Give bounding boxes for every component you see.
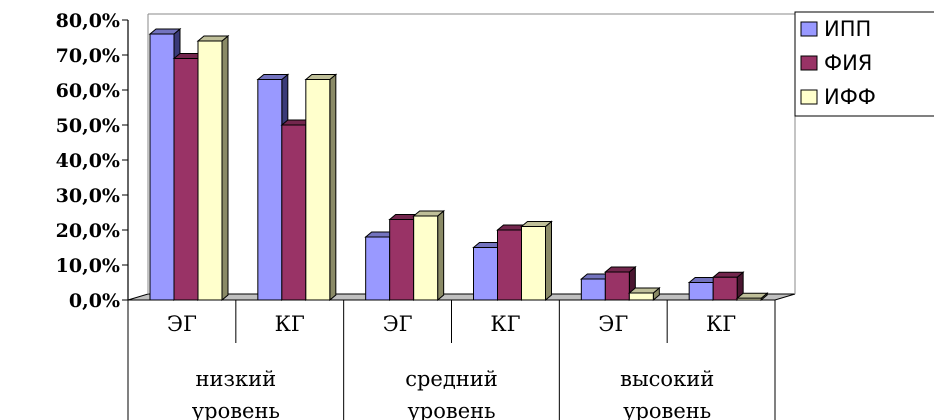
group-label: низкий уровень bbox=[192, 367, 280, 420]
legend: ИПП ФИЯ ИФФ bbox=[794, 11, 934, 117]
y-tick-label: 20,0% bbox=[56, 220, 120, 242]
x-tick-label: КГ bbox=[490, 312, 520, 336]
bar-ИФФ-4 bbox=[627, 286, 661, 302]
legend-label: ИФФ bbox=[824, 85, 876, 109]
y-tick-label: 80,0% bbox=[56, 10, 120, 32]
bar-ИФФ-1 bbox=[304, 73, 338, 302]
x-tick-label: КГ bbox=[706, 312, 736, 336]
legend-label: ИПП bbox=[824, 17, 871, 41]
x-tick-label: ЭГ bbox=[598, 312, 628, 336]
x-tick-label: ЭГ bbox=[383, 312, 413, 336]
bars bbox=[148, 27, 769, 302]
y-tick-label: 40,0% bbox=[56, 150, 120, 172]
bar-ФИЯ-5 bbox=[711, 271, 745, 302]
legend-swatch bbox=[800, 55, 818, 71]
y-tick-label: 30,0% bbox=[56, 185, 120, 207]
legend-swatch bbox=[800, 89, 818, 105]
y-tick-label: 0,0% bbox=[69, 290, 120, 312]
bar-ИФФ-5 bbox=[735, 292, 769, 302]
y-axis-ticks: 0,0% 10,0% 20,0% 30,0% 40,0% 50,0% 60,0% 70,0% 8… bbox=[56, 10, 128, 312]
x-tick-label: КГ bbox=[275, 312, 305, 336]
y-tick-label: 50,0% bbox=[56, 115, 120, 137]
group-label: высокий уровень bbox=[620, 367, 714, 420]
y-tick-label: 70,0% bbox=[56, 45, 120, 67]
bar-ИФФ-3 bbox=[520, 220, 553, 302]
x-axis-table: ЭГ КГ низкий уровень ЭГ КГ средний уровень ЭГ КГ в… bbox=[127, 299, 776, 420]
legend-swatch bbox=[800, 21, 818, 37]
y-tick-label: 60,0% bbox=[56, 80, 120, 102]
bar-ИФФ-0 bbox=[196, 34, 230, 302]
group-label: средний уровень bbox=[405, 367, 498, 420]
y-tick-label: 10,0% bbox=[56, 255, 120, 277]
bar-ИФФ-2 bbox=[412, 209, 446, 302]
x-tick-label: ЭГ bbox=[167, 312, 197, 336]
legend-label: ФИЯ bbox=[824, 51, 872, 75]
legend-box bbox=[794, 11, 934, 117]
